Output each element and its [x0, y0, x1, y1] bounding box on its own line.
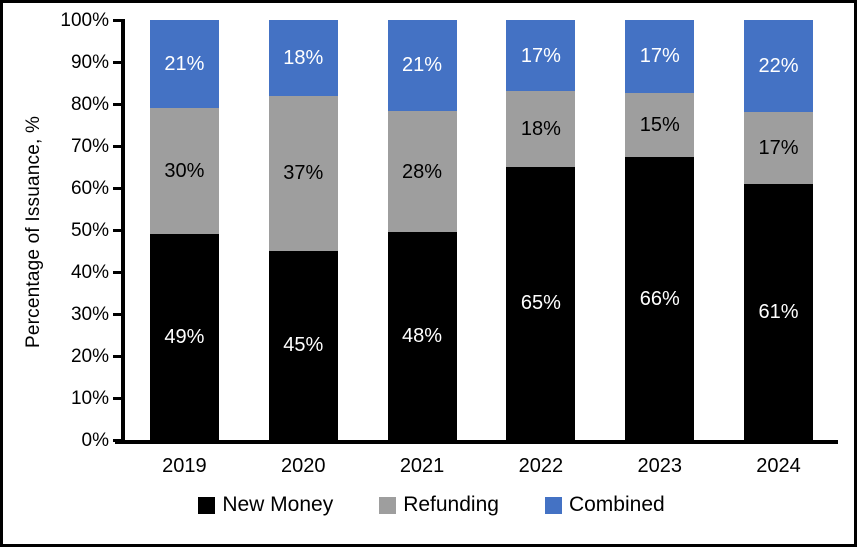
bar-stack-2024: 22% 17% 61% — [744, 20, 813, 440]
bar-segment-new-money-2022: 65% — [506, 166, 576, 440]
legend-label: Combined — [568, 493, 665, 516]
bar-data-label: 48% — [402, 325, 443, 348]
y-tick-mark — [113, 354, 122, 358]
y-tick-label: 40% — [70, 262, 109, 283]
legend-item-combined: Combined — [544, 493, 665, 517]
x-axis-label-2022: 2022 — [518, 455, 564, 477]
y-tick-label: 30% — [70, 304, 109, 325]
bar-data-label: 37% — [283, 162, 324, 185]
bar-segment-new-money-2019: 49% — [149, 234, 219, 440]
bar-data-label: 49% — [164, 326, 205, 349]
y-tick-mark — [113, 18, 122, 22]
bar-segment-new-money-2024: 61% — [744, 183, 813, 440]
bar-segment-refunding-2019: 30% — [149, 108, 219, 235]
y-tick-label: 80% — [70, 94, 109, 115]
bar-data-label: 15% — [639, 113, 680, 136]
bar-data-label: 66% — [639, 287, 680, 310]
y-tick-mark — [113, 396, 122, 400]
x-axis-line — [115, 440, 838, 444]
legend: New Money Refunding Combined — [3, 493, 857, 517]
bar-stack-2021: 21% 28% 48% — [387, 20, 457, 440]
bar-group-2020: 18% 37% 45% — [244, 20, 363, 440]
bar-stack-2020: 18% 37% 45% — [268, 20, 338, 440]
bar-data-label: 61% — [758, 300, 799, 323]
bar-segment-combined-2023: 17% — [625, 20, 695, 93]
legend-item-refunding: Refunding — [379, 493, 499, 517]
bar-segment-combined-2019: 21% — [149, 20, 219, 109]
x-axis-label-2019: 2019 — [162, 455, 207, 477]
bar-segment-refunding-2024: 17% — [744, 112, 813, 184]
y-tick-label: 60% — [70, 178, 109, 199]
bar-segment-refunding-2022: 18% — [506, 91, 576, 167]
bar-segment-refunding-2021: 28% — [387, 110, 457, 233]
bar-data-label: 18% — [283, 46, 324, 69]
bar-segment-refunding-2020: 37% — [268, 95, 338, 251]
bar-data-label: 21% — [402, 54, 443, 77]
y-tick-mark — [113, 60, 122, 64]
bar-segment-new-money-2020: 45% — [268, 250, 338, 440]
bars-layer: 21% 30% 49% 18% 37% 45% 21% 28% 48% 17% 18% 65% 17% 1… — [125, 20, 838, 440]
bar-stack-2023: 17% 15% 66% — [625, 20, 695, 440]
legend-item-new-money: New Money — [198, 493, 333, 517]
y-tick-label: 90% — [70, 52, 109, 73]
y-tick-label: 70% — [70, 136, 109, 157]
x-axis-labels: 2019 2020 2021 2022 2023 2024 — [125, 455, 838, 478]
bar-data-label: 22% — [758, 55, 799, 78]
legend-swatch-icon — [198, 496, 216, 514]
bar-data-label: 18% — [520, 118, 561, 141]
bar-segment-combined-2022: 17% — [506, 20, 576, 92]
bar-data-label: 17% — [639, 45, 680, 68]
bar-group-2021: 21% 28% 48% — [363, 20, 482, 440]
bar-group-2019: 21% 30% 49% — [125, 20, 244, 440]
y-tick-mark — [113, 144, 122, 148]
bar-data-label: 65% — [520, 292, 561, 315]
y-axis-line — [121, 19, 125, 443]
x-axis-label-2024: 2024 — [756, 455, 801, 477]
bar-group-2022: 17% 18% 65% — [481, 20, 600, 440]
bar-data-label: 28% — [402, 160, 443, 183]
y-tick-mark — [113, 228, 122, 232]
bar-data-label: 45% — [283, 334, 324, 357]
legend-label: New Money — [222, 493, 334, 516]
y-tick-label: 50% — [70, 220, 109, 241]
x-axis-label-2023: 2023 — [637, 455, 682, 477]
y-tick-label: 0% — [81, 430, 109, 451]
x-axis-label-2021: 2021 — [399, 455, 445, 477]
bar-segment-new-money-2021: 48% — [387, 232, 457, 440]
bar-group-2023: 17% 15% 66% — [600, 20, 719, 440]
legend-swatch-icon — [379, 496, 397, 514]
legend-label: Refunding — [403, 493, 499, 516]
y-tick-label: 100% — [60, 10, 109, 31]
bar-segment-combined-2021: 21% — [387, 20, 457, 111]
bar-segment-refunding-2023: 15% — [625, 92, 695, 158]
y-tick-mark — [113, 270, 122, 274]
bar-stack-2022: 17% 18% 65% — [506, 20, 576, 440]
y-tick-mark — [113, 186, 122, 190]
bar-segment-new-money-2023: 66% — [625, 157, 695, 440]
bar-segment-combined-2024: 22% — [744, 20, 813, 113]
plot-area: 21% 30% 49% 18% 37% 45% 21% 28% 48% 17% 18% 65% 17% 1… — [125, 20, 838, 440]
bar-data-label: 30% — [164, 160, 205, 183]
y-tick-mark — [113, 312, 122, 316]
bar-group-2024: 22% 17% 61% — [719, 20, 838, 440]
bar-data-label: 17% — [520, 44, 561, 67]
x-axis-label-2020: 2020 — [280, 455, 326, 477]
y-tick-label: 20% — [70, 346, 109, 367]
bar-data-label: 17% — [758, 137, 799, 160]
bar-segment-combined-2020: 18% — [268, 20, 338, 96]
legend-swatch-icon — [544, 496, 562, 514]
y-tick-label: 10% — [70, 388, 109, 409]
y-tick-mark — [113, 102, 122, 106]
bar-stack-2019: 21% 30% 49% — [149, 20, 219, 440]
bar-data-label: 21% — [164, 53, 205, 76]
